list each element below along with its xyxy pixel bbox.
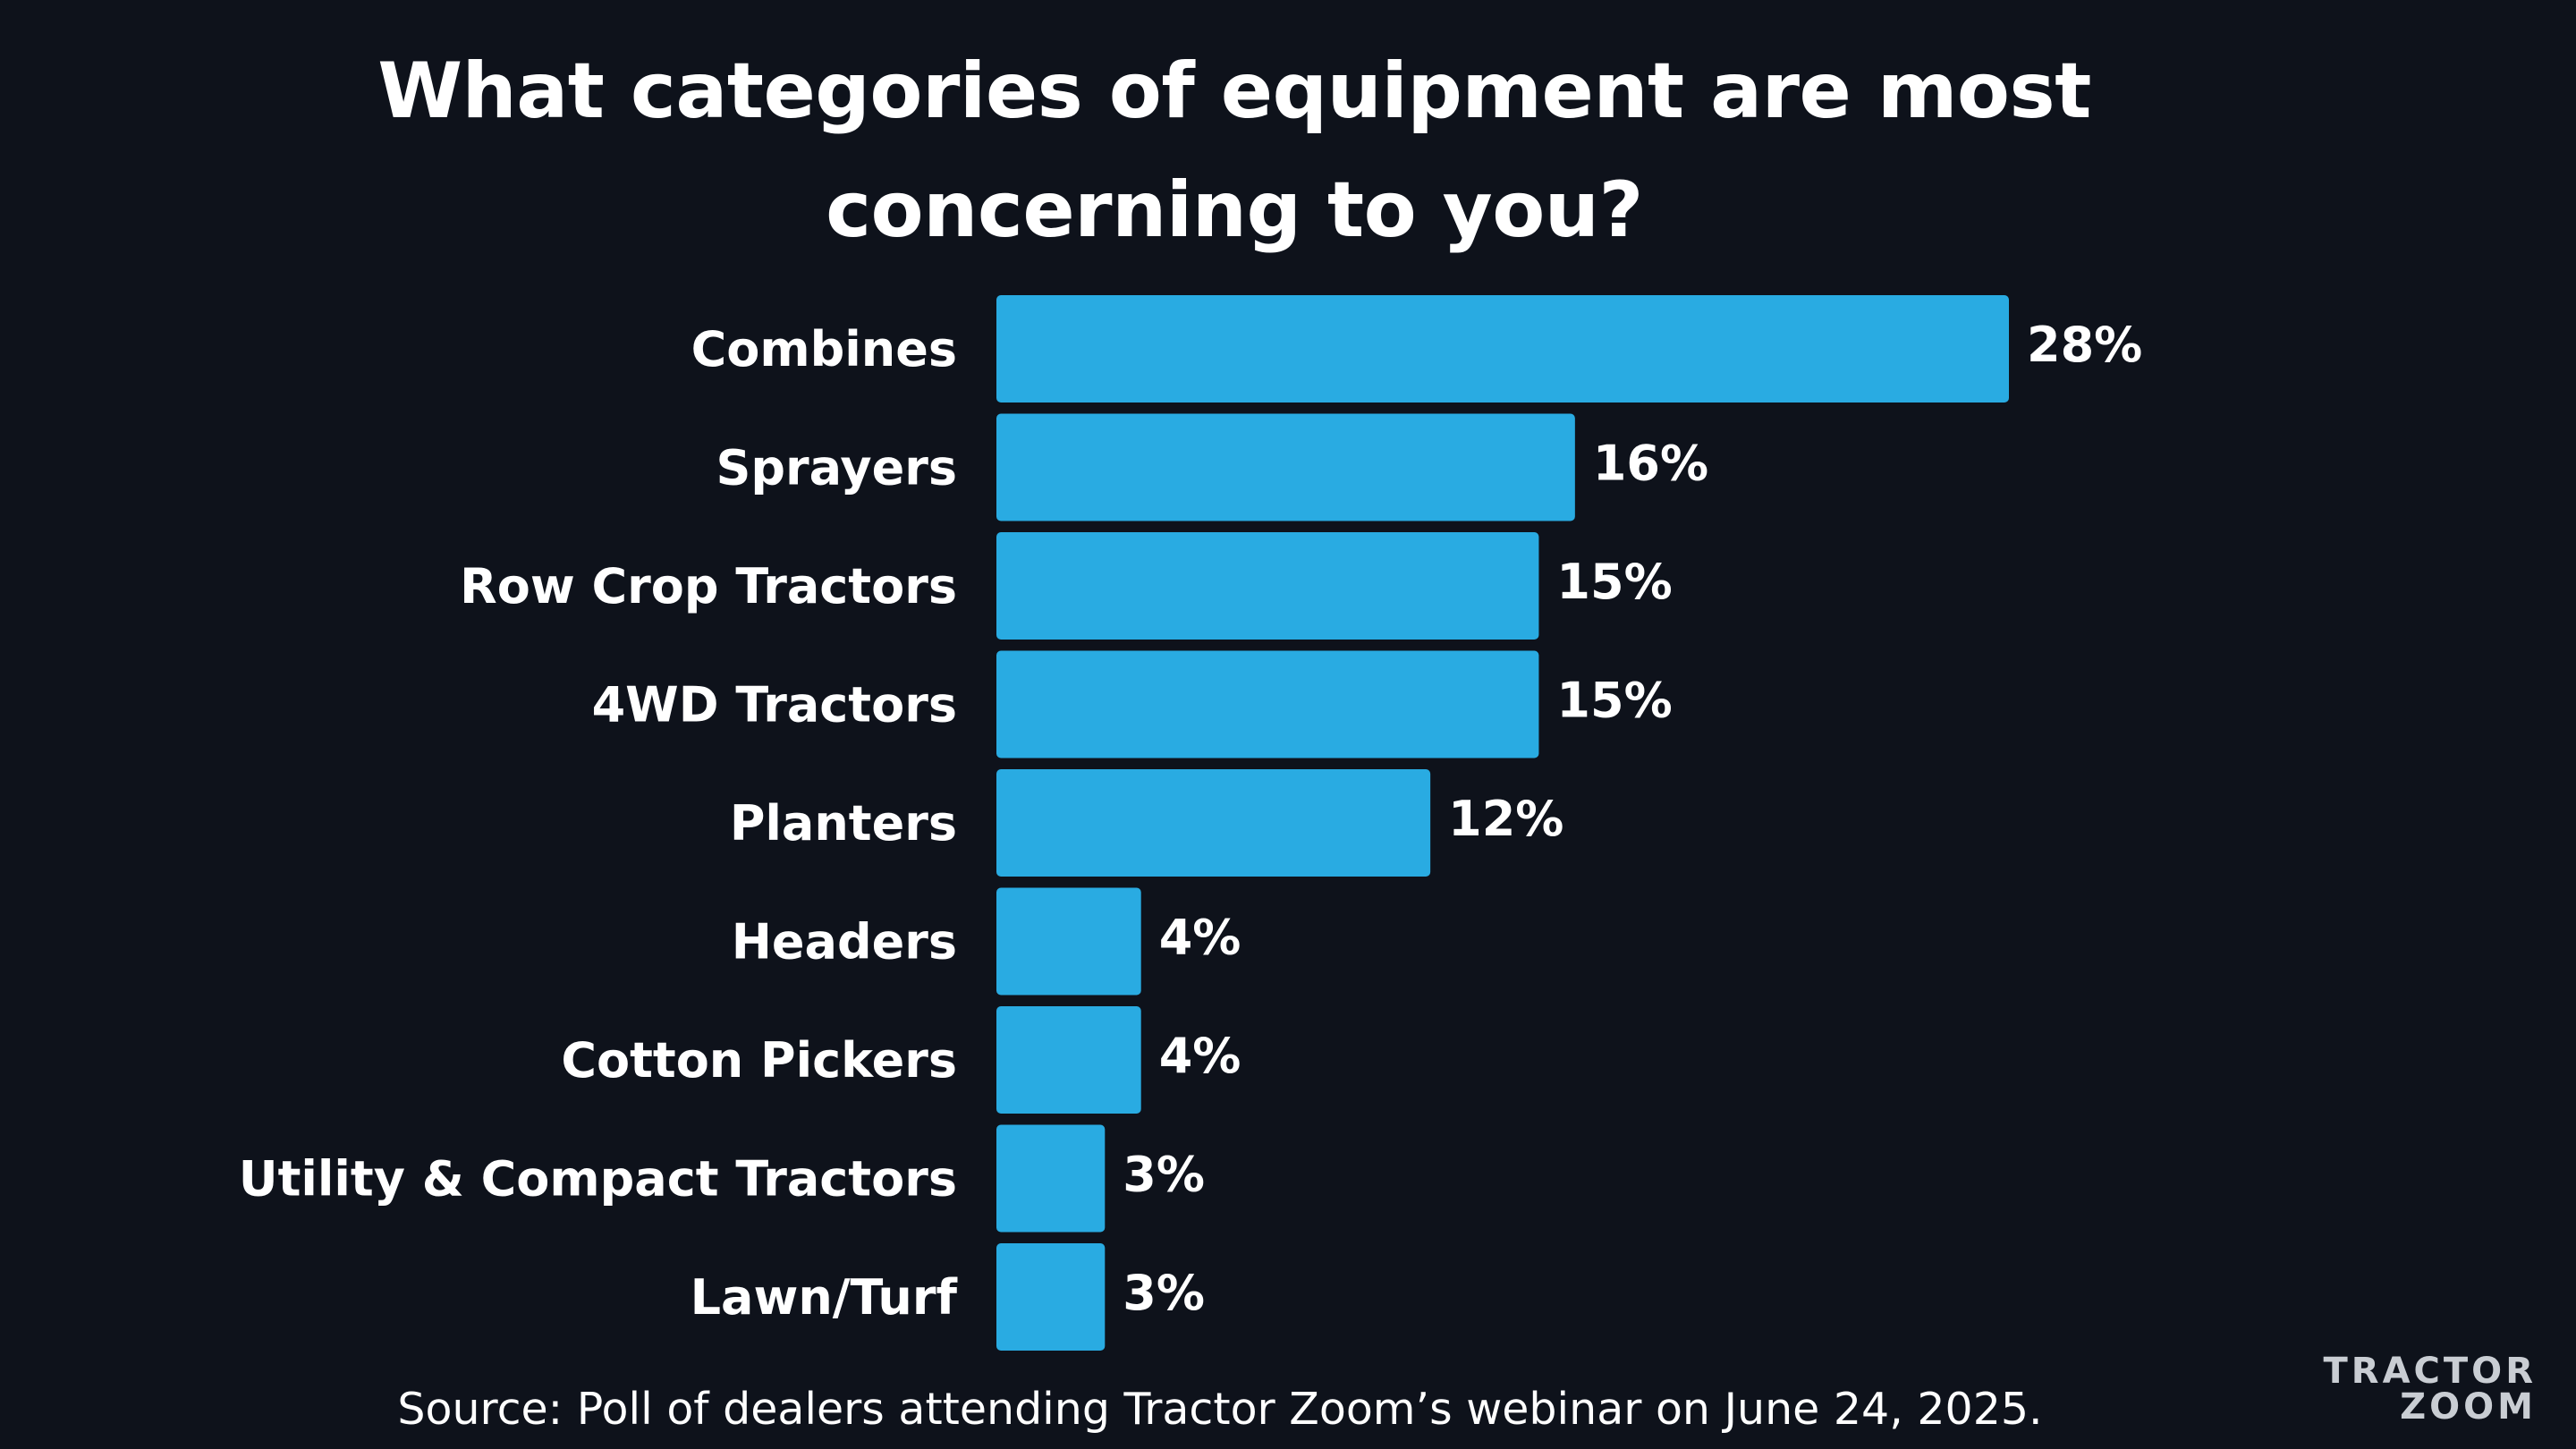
value-label-cotton-pickers: 4% (1159, 1028, 1241, 1084)
category-label-planters: Planters (730, 795, 957, 852)
bar-lawn-turf (996, 1243, 1106, 1351)
category-label-headers: Headers (732, 914, 957, 970)
bar-utility-compact-tractors (996, 1124, 1106, 1233)
category-label-cotton-pickers: Cotton Pickers (561, 1032, 957, 1089)
value-label-combines: 28% (2027, 317, 2142, 373)
value-label-row-crop-tractors: 15% (1556, 554, 1672, 610)
bar-cotton-pickers (996, 1006, 1141, 1114)
source-note: Source: Poll of dealers attending Tracto… (397, 1384, 2043, 1435)
category-label-4wd-tractors: 4WD Tractors (592, 677, 957, 733)
bar-4wd-tractors (996, 650, 1539, 758)
chart-title: What categories of equipment are most co… (0, 32, 2469, 270)
category-label-sprayers: Sprayers (716, 440, 957, 496)
bar-row-crop-tractors (996, 532, 1539, 640)
value-label-lawn-turf: 3% (1123, 1265, 1205, 1321)
category-label-utility-compact-tractors: Utility & Compact Tractors (239, 1151, 957, 1208)
value-label-headers: 4% (1159, 910, 1241, 966)
category-label-lawn-turf: Lawn/Turf (691, 1269, 958, 1326)
logo-line-2: ZOOM (2400, 1386, 2537, 1428)
value-label-planters: 12% (1448, 791, 1563, 847)
chart-title-line-2: concerning to you? (826, 165, 1643, 255)
value-label-sprayers: 16% (1593, 436, 1708, 492)
tractor-zoom-logo: TRACTOR ZOOM (2241, 1353, 2537, 1425)
category-label-row-crop-tractors: Row Crop Tractors (460, 558, 957, 614)
value-label-4wd-tractors: 15% (1556, 673, 1672, 729)
bar-headers (996, 887, 1141, 996)
bar-combines (996, 295, 2009, 402)
chart-title-line-1: What categories of equipment are most (377, 47, 2091, 136)
bar-planters (996, 769, 1431, 877)
value-label-utility-compact-tractors: 3% (1123, 1147, 1205, 1203)
logo-line-1: TRACTOR (2323, 1351, 2537, 1392)
bar-sprayers (996, 413, 1575, 521)
category-label-combines: Combines (691, 321, 957, 377)
